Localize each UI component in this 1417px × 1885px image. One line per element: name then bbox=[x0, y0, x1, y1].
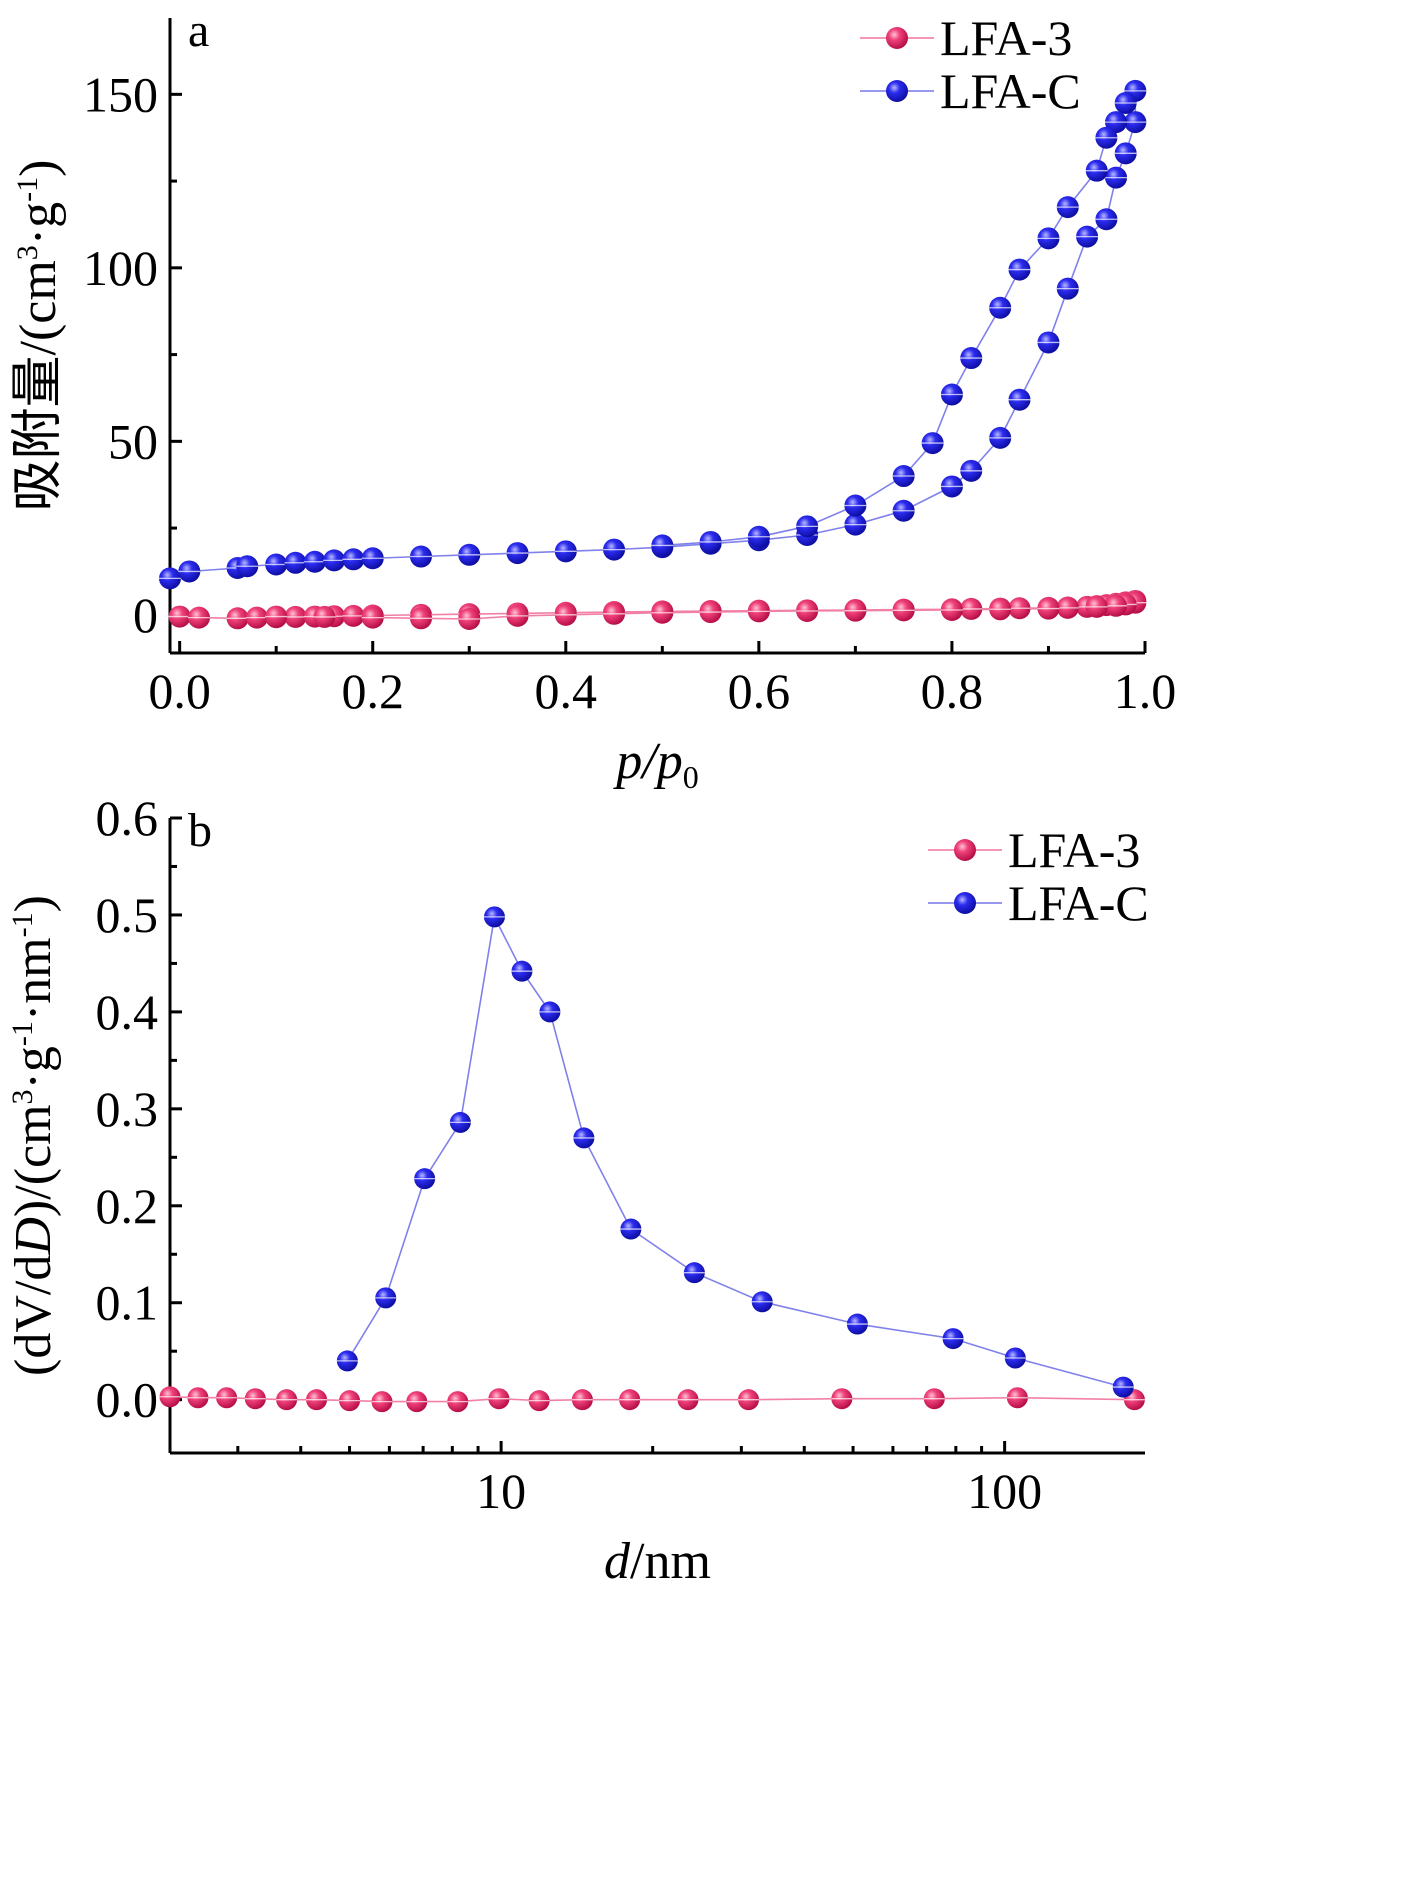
x-tick-label: 0.0 bbox=[148, 663, 211, 719]
legend-label: LFA-3 bbox=[940, 10, 1072, 66]
y-tick-label: 100 bbox=[83, 240, 158, 296]
x-tick-label: 0.4 bbox=[535, 663, 598, 719]
x-tick-label: 100 bbox=[967, 1463, 1042, 1519]
legend-marker bbox=[886, 27, 908, 49]
series-LFA-3 bbox=[168, 589, 1147, 630]
legend-label: LFA-3 bbox=[1008, 822, 1140, 878]
panel-label: b bbox=[188, 804, 212, 857]
legend-label: LFA-C bbox=[1008, 875, 1149, 931]
y-tick-label: 0 bbox=[133, 587, 158, 643]
x-axis-title: d/nm bbox=[604, 1533, 711, 1590]
legend-marker bbox=[954, 839, 976, 861]
legend-marker bbox=[954, 892, 976, 914]
legend-entry: LFA-C bbox=[860, 63, 1081, 119]
y-tick-label: 150 bbox=[83, 66, 158, 122]
y-axis-title: 吸附量/(cm3·g-1) bbox=[10, 160, 67, 512]
series-line bbox=[346, 914, 1124, 1388]
legend-label: LFA-C bbox=[940, 63, 1081, 119]
panel-label: a bbox=[188, 4, 209, 57]
legend-entry: LFA-3 bbox=[928, 822, 1140, 878]
y-tick-label: 0.0 bbox=[96, 1372, 159, 1428]
x-axis-title: p/p0 bbox=[612, 733, 698, 795]
x-tick-label: 0.6 bbox=[728, 663, 791, 719]
chart-panel-a: 0 50 100 150 0.0 0.2 0.4 0.6 0.8 1.0 a p/p0 吸附量/(cm3… bbox=[10, 4, 1176, 795]
chart-panel-b: 0.0 0.1 0.2 0.3 0.4 0.5 0.6 10 100 b d/nm (dV/dD)/(… bbox=[5, 790, 1149, 1590]
x-tick-label: 0.2 bbox=[341, 663, 404, 719]
legend-marker bbox=[886, 80, 908, 102]
x-tick-label: 10 bbox=[476, 1463, 526, 1519]
y-tick-label: 0.5 bbox=[96, 887, 159, 943]
legend-entry: LFA-C bbox=[928, 875, 1149, 931]
y-tick-label: 0.6 bbox=[96, 790, 159, 846]
y-tick-label: 0.3 bbox=[96, 1081, 159, 1137]
y-tick-label: 50 bbox=[108, 413, 158, 469]
series-LFA-C bbox=[159, 79, 1147, 590]
y-tick-label: 0.1 bbox=[96, 1275, 159, 1331]
y-tick-label: 0.4 bbox=[96, 984, 159, 1040]
x-tick-label: 0.8 bbox=[921, 663, 984, 719]
series-LFA-C bbox=[336, 906, 1134, 1398]
series-line bbox=[169, 88, 1137, 580]
y-axis-title: (dV/dD)/(cm3·g-1·nm-1) bbox=[5, 895, 62, 1376]
x-tick-label: 1.0 bbox=[1114, 663, 1177, 719]
series-LFA-3 bbox=[159, 1386, 1145, 1413]
y-tick-label: 0.2 bbox=[96, 1178, 159, 1234]
legend-entry: LFA-3 bbox=[860, 10, 1072, 66]
